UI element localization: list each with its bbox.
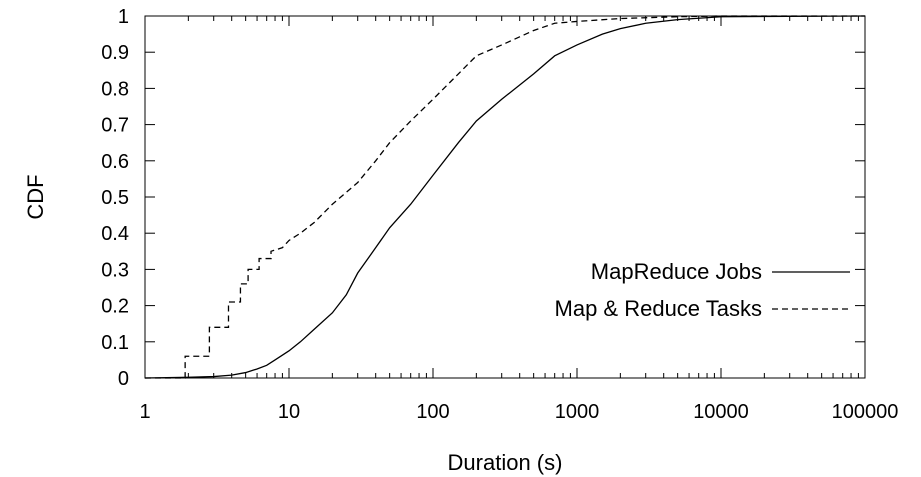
y-tick-label: 0.5 <box>101 187 129 209</box>
x-tick-labels: 1 10 100 1000 10000 100000 <box>139 401 898 423</box>
x-tick-label: 1 <box>139 401 150 423</box>
series-line-map-reduce-tasks <box>145 15 865 379</box>
series-line-mapreduce-jobs <box>144 15 866 379</box>
legend-label-tasks: Map & Reduce Tasks <box>555 296 762 321</box>
series-layer <box>144 15 866 379</box>
y-tick-label: 0 <box>118 368 129 390</box>
x-tick-label: 10000 <box>693 401 749 423</box>
y-tick-label: 0.1 <box>101 332 129 354</box>
x-tick-label: 1000 <box>555 401 600 423</box>
y-tick-label: 0.4 <box>101 223 129 245</box>
y-axis-label: CDF <box>23 174 48 219</box>
y-tick-label: 0.6 <box>101 151 129 173</box>
x-tick-label: 100 <box>416 401 449 423</box>
axis-ticks <box>144 15 866 379</box>
x-axis-label: Duration (s) <box>448 450 563 475</box>
legend-label-jobs: MapReduce Jobs <box>591 259 762 284</box>
x-tick-label: 100000 <box>832 401 899 423</box>
y-tick-label: 1 <box>118 6 129 28</box>
y-tick-label: 0.9 <box>101 42 129 64</box>
y-tick-labels: 0 0.1 0.2 0.3 0.4 0.5 0.6 0.7 0.8 0.9 1 <box>101 6 129 390</box>
x-tick-label: 10 <box>278 401 300 423</box>
y-tick-label: 0.7 <box>101 115 129 137</box>
y-tick-label: 0.2 <box>101 296 129 318</box>
y-tick-label: 0.3 <box>101 259 129 281</box>
legend: MapReduce Jobs Map & Reduce Tasks <box>555 259 850 321</box>
plot-frame <box>144 15 866 379</box>
y-tick-label: 0.8 <box>101 78 129 100</box>
